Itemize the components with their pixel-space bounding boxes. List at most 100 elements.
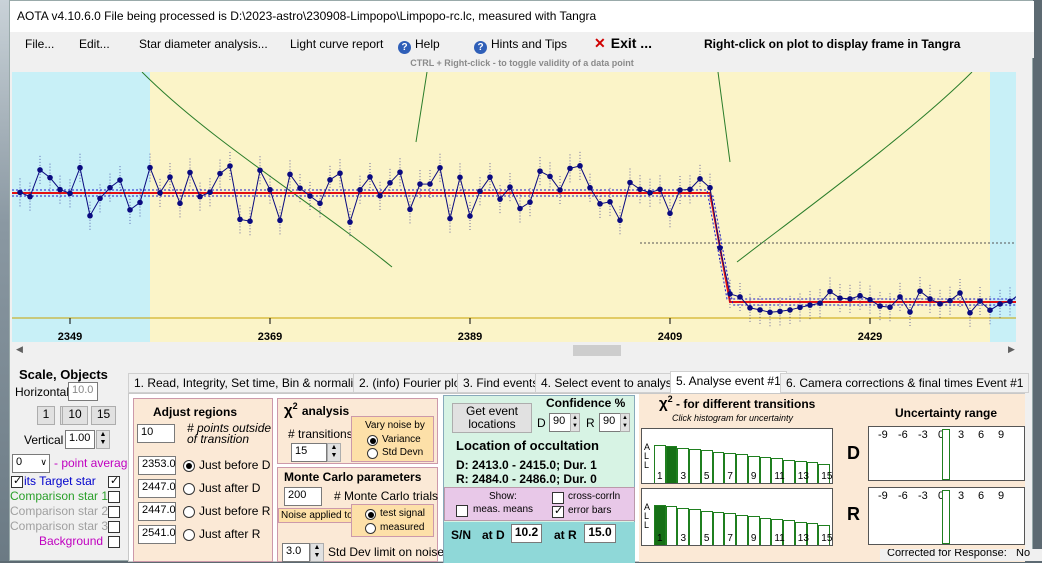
- just-before-d-radio[interactable]: [183, 460, 195, 472]
- corrected-response-value: No: [1016, 549, 1031, 559]
- confidence-r-select[interactable]: 90: [599, 413, 621, 432]
- confidence-d-spinner[interactable]: ▲ ▼: [570, 413, 580, 432]
- menu-file[interactable]: File...: [25, 37, 55, 51]
- histogram-bar[interactable]: [712, 512, 725, 545]
- transitions-input[interactable]: 15: [291, 443, 327, 462]
- measured-label: measured: [380, 522, 425, 533]
- histogram-bar[interactable]: [689, 509, 701, 545]
- histogram-bar[interactable]: [794, 521, 807, 545]
- vertical-scale-input[interactable]: 1.00: [65, 430, 95, 449]
- tab-analyse-event[interactable]: 5. Analyse event #1: [670, 371, 787, 393]
- monte-carlo-trials-input[interactable]: 200: [284, 487, 322, 506]
- histogram-bar[interactable]: [700, 450, 713, 483]
- menu-star-diameter[interactable]: Star diameter analysis...: [139, 37, 268, 51]
- target-star-checkbox[interactable]: ✓: [108, 475, 120, 488]
- histogram-bar[interactable]: [771, 458, 784, 483]
- histogram-bar[interactable]: [689, 449, 701, 483]
- plot-horizontal-scrollbar[interactable]: ◀ ▶: [12, 342, 1022, 359]
- menu-light-curve-report[interactable]: Light curve report: [290, 37, 384, 51]
- transitions-spinner[interactable]: ▲ ▼: [327, 443, 341, 462]
- stddev-limit-input[interactable]: 3.0: [282, 543, 310, 562]
- data-point: [197, 193, 203, 200]
- tab-read-integrity[interactable]: 1. Read, Integrity, Set time, Bin & norm…: [128, 373, 372, 393]
- measured-radio[interactable]: [365, 523, 376, 534]
- stddev-limit-spinner[interactable]: ▲ ▼: [310, 543, 324, 562]
- menu-exit[interactable]: ✕ Exit ...: [594, 35, 652, 52]
- light-curve-plot[interactable]: 2349236923892409242924492469248925092529: [12, 72, 1016, 342]
- show-label: Show:: [489, 491, 517, 502]
- scale-10-button[interactable]: 10: [62, 406, 88, 425]
- histogram-bar[interactable]: [736, 454, 748, 483]
- just-after-r-input[interactable]: 2541.0: [138, 525, 176, 544]
- histogram-bar[interactable]: [747, 455, 760, 483]
- tab-camera-corrections[interactable]: 6. Camera corrections & final times Even…: [780, 373, 1030, 393]
- background-checkbox[interactable]: [108, 536, 120, 548]
- histogram-bin-label: 9: [750, 533, 757, 544]
- comparison-star-2-checkbox[interactable]: [108, 506, 120, 518]
- histogram-bar[interactable]: [818, 524, 830, 545]
- meas-means-checkbox[interactable]: [456, 505, 468, 517]
- histogram-bar[interactable]: [806, 523, 819, 545]
- just-before-r-radio[interactable]: [183, 506, 195, 518]
- scale-1-button[interactable]: 1: [37, 406, 55, 425]
- histogram-bar[interactable]: [665, 446, 678, 483]
- histogram-bar[interactable]: [794, 460, 807, 483]
- just-before-d-input[interactable]: 2353.0: [138, 456, 176, 475]
- light-curve-svg[interactable]: 2349236923892409242924492469248925092529: [12, 72, 1016, 342]
- menu-edit[interactable]: Edit...: [79, 37, 110, 51]
- confidence-d-select[interactable]: 90: [549, 413, 571, 432]
- histogram-bar[interactable]: [700, 510, 713, 545]
- tab-find-events[interactable]: 3. Find events: [457, 373, 545, 393]
- scroll-right-arrow-icon[interactable]: ▶: [1008, 344, 1015, 354]
- points-outside-input[interactable]: 10: [137, 424, 175, 443]
- menu-help[interactable]: ? Help: [398, 37, 440, 54]
- vertical-spinner[interactable]: ▲ ▼: [96, 430, 110, 449]
- just-before-r-input[interactable]: 2447.0: [138, 502, 176, 521]
- scrollbar-thumb[interactable]: [573, 345, 621, 356]
- histogram-bar[interactable]: [783, 520, 795, 545]
- histogram-bar[interactable]: [783, 459, 795, 483]
- histogram-bar[interactable]: [677, 507, 690, 545]
- data-point: [47, 174, 53, 181]
- data-point: [387, 180, 393, 186]
- tab-fourier[interactable]: 2. (info) Fourier plot: [353, 373, 470, 393]
- cross-corr-checkbox[interactable]: [552, 492, 564, 504]
- point-average-select[interactable]: 0 ∨: [12, 454, 50, 473]
- just-after-r-radio[interactable]: [183, 529, 195, 541]
- variance-radio[interactable]: [367, 435, 378, 446]
- data-point: [757, 307, 763, 313]
- histogram-bar[interactable]: [771, 519, 784, 545]
- menu-hints[interactable]: ? Hints and Tips: [474, 37, 567, 54]
- comparison-star-1-checkbox[interactable]: [108, 491, 120, 503]
- histogram-bar[interactable]: [654, 505, 666, 545]
- histogram-bar[interactable]: [759, 456, 772, 483]
- tab-select-event[interactable]: 4. Select event to analyse: [535, 373, 685, 393]
- histogram-bar[interactable]: [759, 517, 772, 545]
- comparison-star-2-label: Comparison star 2: [10, 504, 109, 518]
- target-star-sel-checkbox[interactable]: ✓: [11, 475, 23, 488]
- uncertainty-tick-label: -6: [898, 490, 908, 502]
- histogram-bar[interactable]: [806, 462, 819, 483]
- horizontal-scale-input[interactable]: 10.0: [68, 382, 98, 401]
- confidence-r-spinner[interactable]: ▲ ▼: [620, 413, 630, 432]
- just-after-d-radio[interactable]: [183, 483, 195, 495]
- histogram-bar[interactable]: [724, 452, 737, 483]
- get-event-locations-button[interactable]: Get event locations: [452, 403, 532, 433]
- chi2-histogram-r[interactable]: A L L 1 3 5 7 9 11 13 15: [641, 488, 833, 546]
- test-signal-radio[interactable]: [365, 509, 376, 520]
- comparison-star-3-checkbox[interactable]: [108, 521, 120, 533]
- chi2-histogram-d[interactable]: A L L 1 3 5 7 9 11 13 15: [641, 428, 833, 484]
- scroll-left-arrow-icon[interactable]: ◀: [16, 344, 23, 354]
- histogram-bar[interactable]: [665, 506, 678, 545]
- histogram-bar[interactable]: [736, 514, 748, 545]
- std-devn-radio[interactable]: [367, 448, 378, 459]
- histogram-bar[interactable]: [724, 513, 737, 545]
- histogram-bar[interactable]: [818, 463, 830, 483]
- scale-15-button[interactable]: 15: [91, 406, 116, 425]
- histogram-bar[interactable]: [747, 516, 760, 545]
- just-after-d-input[interactable]: 2447.0: [138, 479, 176, 498]
- histogram-bar[interactable]: [677, 447, 690, 483]
- histogram-bar[interactable]: [712, 451, 725, 483]
- histogram-bar[interactable]: [654, 445, 666, 483]
- error-bars-checkbox[interactable]: ✓: [552, 505, 564, 518]
